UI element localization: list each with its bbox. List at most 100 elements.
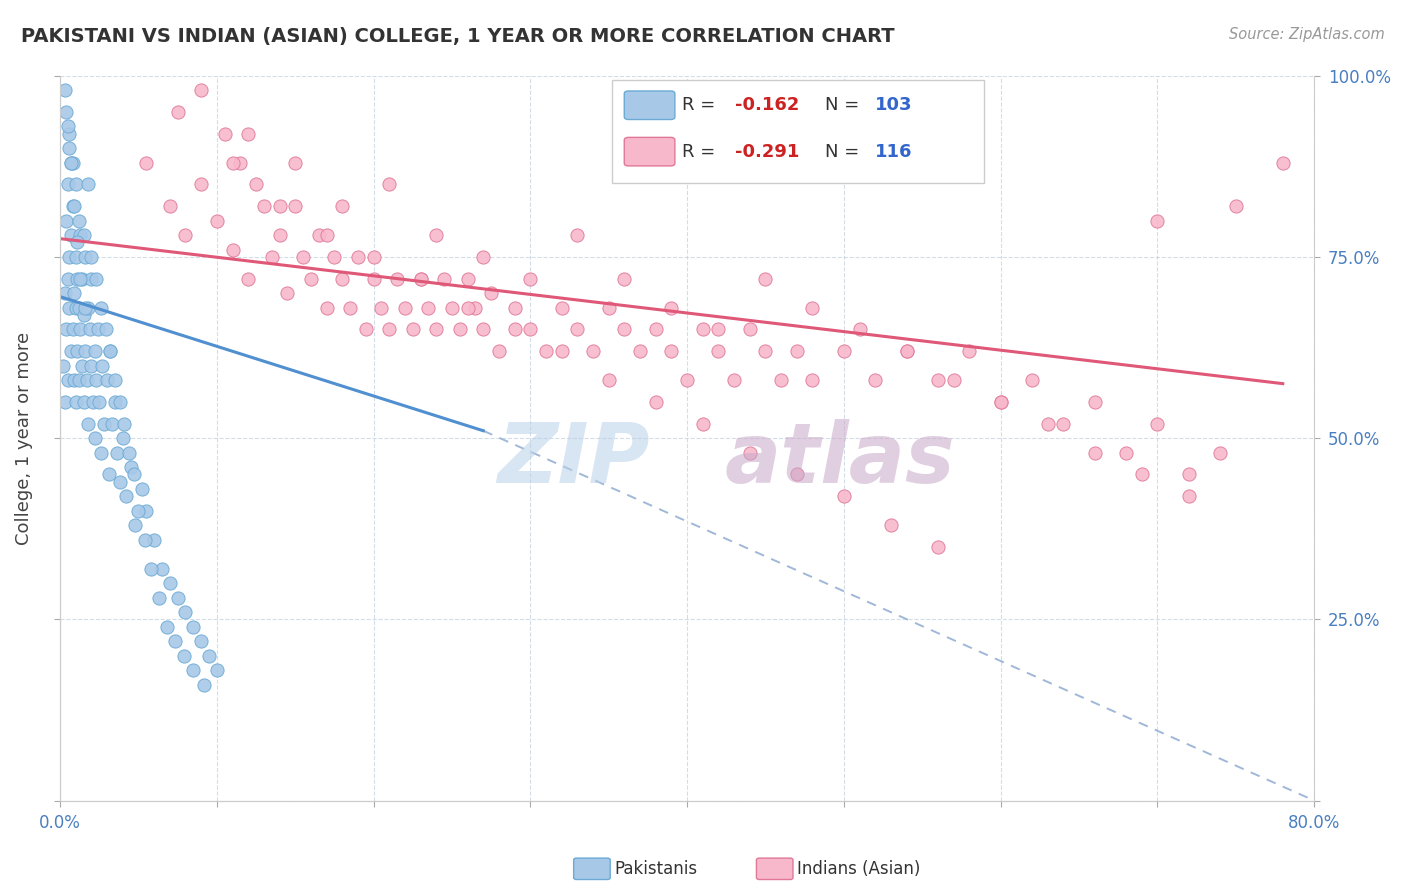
Text: 103: 103	[875, 96, 912, 114]
Point	[56, 373, 79, 387]
Point	[1052, 417, 1074, 431]
Point	[488, 344, 510, 359]
Point	[385, 271, 408, 285]
Point	[65, 394, 87, 409]
Point	[221, 243, 243, 257]
Point	[613, 322, 636, 336]
Point	[214, 127, 236, 141]
Point	[457, 271, 479, 285]
Point	[66, 344, 89, 359]
Text: atlas: atlas	[724, 419, 955, 500]
Point	[308, 227, 330, 242]
Point	[330, 199, 353, 213]
Point	[69, 227, 91, 242]
Point	[425, 322, 447, 336]
Point	[205, 663, 228, 677]
Point	[339, 301, 361, 315]
Point	[896, 344, 918, 359]
Point	[65, 301, 87, 315]
Point	[754, 344, 776, 359]
Point	[1036, 417, 1059, 431]
Point	[174, 605, 197, 619]
Point	[990, 394, 1012, 409]
Point	[370, 301, 392, 315]
Point	[97, 467, 120, 482]
Point	[409, 271, 432, 285]
Point	[472, 250, 495, 264]
Point	[159, 576, 181, 591]
Text: -0.291: -0.291	[735, 143, 800, 161]
Point	[69, 322, 91, 336]
Text: Indians (Asian): Indians (Asian)	[797, 860, 921, 878]
Point	[205, 213, 228, 227]
Point	[1146, 417, 1168, 431]
Point	[56, 178, 79, 192]
Point	[75, 344, 97, 359]
Point	[661, 344, 683, 359]
Point	[65, 250, 87, 264]
Point	[166, 104, 188, 119]
Point	[550, 301, 572, 315]
Point	[567, 227, 589, 242]
Point	[150, 561, 173, 575]
Point	[503, 301, 526, 315]
Point	[1130, 467, 1153, 482]
Point	[692, 417, 714, 431]
Point	[80, 359, 103, 373]
Point	[1115, 445, 1137, 459]
Point	[644, 394, 666, 409]
Point	[519, 322, 541, 336]
Point	[55, 322, 77, 336]
Point	[449, 322, 471, 336]
Point	[159, 199, 181, 213]
Point	[115, 489, 138, 503]
Point	[90, 301, 112, 315]
Point	[238, 127, 260, 141]
Point	[613, 271, 636, 285]
Point	[754, 271, 776, 285]
Point	[84, 271, 107, 285]
Point	[1177, 467, 1199, 482]
Point	[1225, 199, 1247, 213]
Point	[77, 417, 100, 431]
Point	[292, 250, 315, 264]
Point	[70, 271, 93, 285]
Point	[1177, 489, 1199, 503]
Point	[65, 178, 87, 192]
Point	[93, 417, 115, 431]
Point	[927, 373, 949, 387]
Point	[105, 445, 128, 459]
Point	[120, 460, 142, 475]
Point	[832, 344, 855, 359]
Point	[108, 475, 131, 489]
Point	[472, 322, 495, 336]
Point	[58, 141, 80, 155]
Point	[644, 322, 666, 336]
Point	[402, 322, 425, 336]
Point	[66, 271, 89, 285]
Point	[534, 344, 557, 359]
Point	[245, 178, 267, 192]
Point	[276, 285, 298, 300]
Point	[163, 634, 186, 648]
Point	[464, 301, 486, 315]
Point	[89, 394, 111, 409]
Point	[190, 634, 212, 648]
Point	[101, 417, 124, 431]
Point	[347, 250, 370, 264]
Point	[676, 373, 699, 387]
Point	[143, 533, 166, 547]
Point	[896, 344, 918, 359]
Point	[519, 271, 541, 285]
Point	[770, 373, 793, 387]
Point	[63, 285, 86, 300]
Point	[80, 250, 103, 264]
Point	[75, 301, 97, 315]
Point	[863, 373, 886, 387]
Point	[98, 344, 121, 359]
Point	[66, 235, 89, 250]
Point	[139, 561, 162, 575]
Text: Pakistanis: Pakistanis	[614, 860, 697, 878]
Point	[330, 271, 353, 285]
Point	[90, 445, 112, 459]
